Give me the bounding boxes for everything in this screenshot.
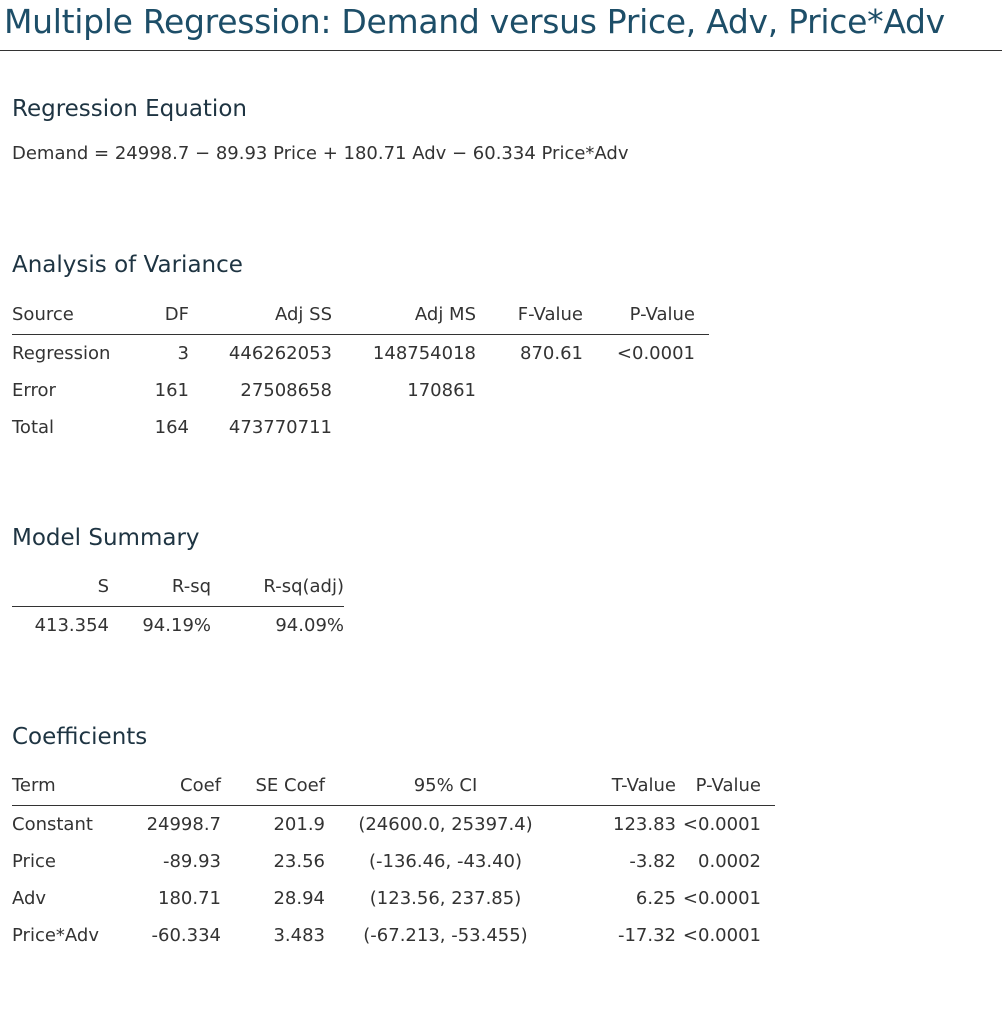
table-row: Constant 24998.7 201.9 (24600.0, 25397.4… <box>12 806 775 844</box>
coefficients-cell-p-value: <0.0001 <box>682 925 761 946</box>
anova-cell-adj-ss: 27508658 <box>240 380 332 401</box>
coefficients-cell-ci: (-67.213, -53.455) <box>363 925 528 946</box>
coefficients-cell-se-coef: 28.94 <box>273 888 325 909</box>
page-title: Multiple Regression: Demand versus Price… <box>4 2 945 41</box>
table-row: Price -89.93 23.56 (-136.46, -43.40) -3.… <box>12 843 775 880</box>
model-summary-col-s: S <box>12 572 109 607</box>
anova-cell-f-value <box>476 409 583 446</box>
coefficients-cell-se-coef: 201.9 <box>273 814 325 835</box>
table-row: 413.354 94.19% 94.09% <box>12 607 344 645</box>
coefficients-cell-p-value: <0.0001 <box>682 888 761 909</box>
coefficients-col-term: Term <box>12 771 126 806</box>
anova-cell-adj-ms <box>332 409 476 446</box>
coefficients-cell-p-value: <0.0001 <box>682 814 761 835</box>
table-row: Regression 3 446262053 148754018 870.61 … <box>12 335 709 373</box>
model-summary-col-r-sq-adj: R-sq(adj) <box>211 572 344 607</box>
anova-cell-f-value: 870.61 <box>520 343 583 364</box>
coefficients-cell-coef: 180.71 <box>158 888 221 909</box>
model-summary-heading: Model Summary <box>12 525 200 551</box>
model-summary-cell-r-sq-adj: 94.09% <box>275 615 344 636</box>
coefficients-cell-se-coef: 3.483 <box>273 925 325 946</box>
table-row: Price*Adv -60.334 3.483 (-67.213, -53.45… <box>12 917 775 954</box>
model-summary-cell-s: 413.354 <box>34 615 109 636</box>
model-summary-table: S R-sq R-sq(adj) 413.354 94.19% 94.09% <box>12 572 344 644</box>
anova-cell-adj-ms: 148754018 <box>372 343 476 364</box>
anova-cell-adj-ms: 170861 <box>407 380 476 401</box>
coefficients-col-coef: Coef <box>126 771 221 806</box>
table-row: Adv 180.71 28.94 (123.56, 237.85) 6.25 <… <box>12 880 775 917</box>
anova-cell-df: 164 <box>154 417 189 438</box>
regression-equation-heading: Regression Equation <box>12 96 247 122</box>
title-divider <box>0 50 1002 51</box>
coefficients-col-p-value: P-Value <box>676 771 775 806</box>
anova-col-p-value: P-Value <box>583 300 709 335</box>
anova-cell-source: Total <box>12 417 55 438</box>
anova-col-source: Source <box>12 300 127 335</box>
coefficients-cell-ci: (-136.46, -43.40) <box>369 851 522 872</box>
coefficients-cell-p-value: 0.0002 <box>698 851 761 872</box>
anova-cell-df: 3 <box>177 343 189 364</box>
anova-cell-source: Error <box>12 380 56 401</box>
anova-header-row: Source DF Adj SS Adj MS F-Value P-Value <box>12 300 709 335</box>
coefficients-cell-coef: -89.93 <box>162 851 221 872</box>
coefficients-cell-term: Price*Adv <box>12 925 99 946</box>
anova-cell-p-value <box>583 372 709 409</box>
anova-cell-p-value <box>583 409 709 446</box>
anova-cell-df: 161 <box>154 380 189 401</box>
anova-col-adj-ms: Adj MS <box>332 300 476 335</box>
coefficients-table: Term Coef SE Coef 95% CI T-Value P-Value… <box>12 771 775 954</box>
table-row: Total 164 473770711 <box>12 409 709 446</box>
anova-cell-adj-ss: 446262053 <box>228 343 332 364</box>
coefficients-cell-t-value: -17.32 <box>617 925 676 946</box>
model-summary-cell-r-sq: 94.19% <box>142 615 211 636</box>
coefficients-cell-term: Constant <box>12 814 93 835</box>
coefficients-cell-term: Price <box>12 851 56 872</box>
coefficients-col-t-value: T-Value <box>566 771 676 806</box>
coefficients-col-ci: 95% CI <box>325 771 566 806</box>
model-summary-header-row: S R-sq R-sq(adj) <box>12 572 344 607</box>
regression-equation: Demand = 24998.7 − 89.93 Price + 180.71 … <box>12 143 629 164</box>
anova-col-adj-ss: Adj SS <box>189 300 332 335</box>
table-row: Error 161 27508658 170861 <box>12 372 709 409</box>
coefficients-cell-se-coef: 23.56 <box>273 851 325 872</box>
anova-col-f-value: F-Value <box>476 300 583 335</box>
anova-cell-source: Regression <box>12 343 111 364</box>
coefficients-col-se-coef: SE Coef <box>221 771 325 806</box>
anova-col-df: DF <box>127 300 189 335</box>
coefficients-cell-coef: -60.334 <box>151 925 221 946</box>
coefficients-cell-t-value: 123.83 <box>613 814 676 835</box>
coefficients-cell-ci: (24600.0, 25397.4) <box>358 814 533 835</box>
coefficients-cell-ci: (123.56, 237.85) <box>369 888 522 909</box>
anova-cell-adj-ss: 473770711 <box>228 417 332 438</box>
anova-cell-f-value <box>476 372 583 409</box>
anova-cell-p-value: <0.0001 <box>616 343 695 364</box>
model-summary-col-r-sq: R-sq <box>109 572 211 607</box>
coefficients-cell-t-value: -3.82 <box>629 851 676 872</box>
coefficients-cell-term: Adv <box>12 888 47 909</box>
anova-heading: Analysis of Variance <box>12 252 243 278</box>
coefficients-cell-t-value: 6.25 <box>635 888 676 909</box>
coefficients-cell-coef: 24998.7 <box>146 814 221 835</box>
coefficients-header-row: Term Coef SE Coef 95% CI T-Value P-Value <box>12 771 775 806</box>
anova-table: Source DF Adj SS Adj MS F-Value P-Value … <box>12 300 709 446</box>
coefficients-heading: Coefficients <box>12 724 148 750</box>
